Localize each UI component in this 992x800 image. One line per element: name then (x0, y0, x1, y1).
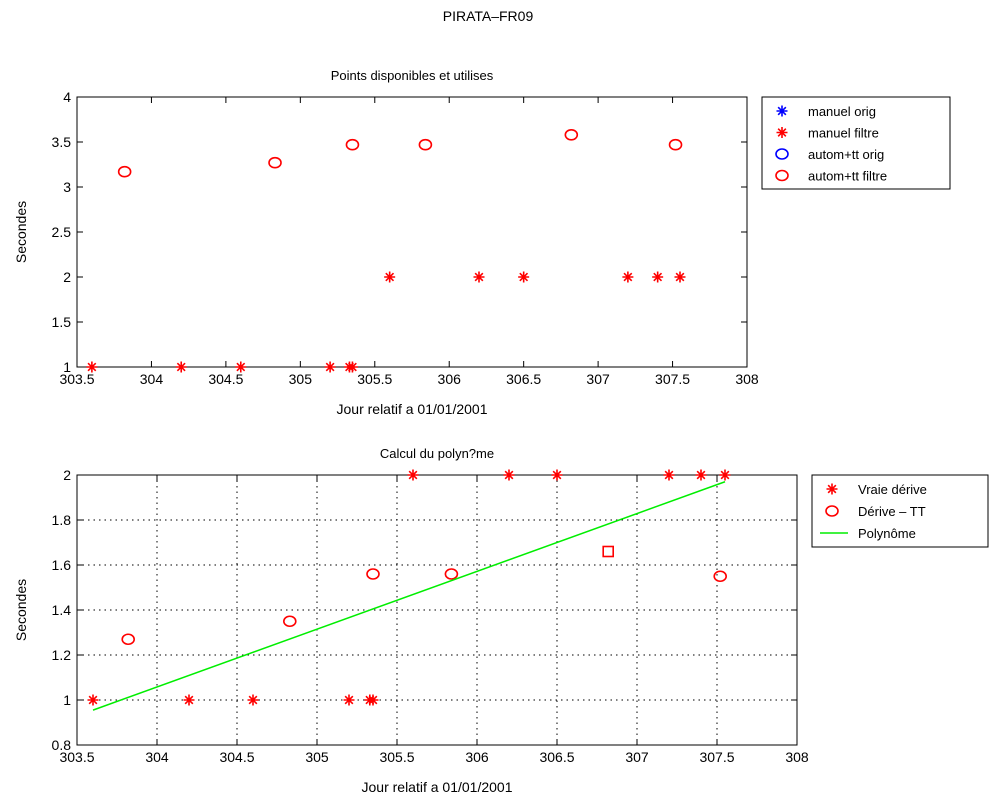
data-point-circle (418, 138, 433, 151)
legend-marker-circle (775, 148, 789, 160)
legend-label: autom+tt filtre (808, 169, 887, 184)
legend-label: manuel filtre (808, 126, 879, 141)
legend-label: autom+tt orig (808, 147, 884, 162)
x-tick-label: 307.5 (699, 749, 734, 765)
x-tick-label: 305.5 (379, 749, 414, 765)
data-point-star (87, 694, 99, 706)
data-point-circle (668, 138, 683, 151)
data-point-star (86, 361, 98, 373)
x-tick-label: 306.5 (506, 371, 541, 387)
chart-calcul-polynome: 303.5 304 304.5 305 305.5 306 306.5 307 307.5 308… (13, 446, 989, 795)
data-point-circle (713, 570, 728, 583)
y-tick-label: 3 (63, 179, 71, 195)
series-line-polynome (92, 481, 726, 711)
x-tick-label: 305 (305, 749, 329, 765)
data-point-star (518, 271, 530, 283)
data-point-star (235, 361, 247, 373)
y-tick-label: 4 (63, 89, 71, 105)
y-tick-label: 0.8 (52, 737, 72, 753)
data-point-star (674, 271, 686, 283)
y-tick-label: 2.5 (52, 224, 72, 240)
data-point-circle (564, 129, 579, 141)
y-tick-label: 1.4 (52, 602, 72, 618)
x-tick-label: 307 (625, 749, 649, 765)
legend-label: Polynôme (858, 526, 916, 541)
x-tick-label: 303.5 (59, 749, 94, 765)
x-axis-label: Jour relatif a 01/01/2001 (362, 779, 513, 795)
chart-points-disponibles: 303.5 304 304.5 305 305.5 306 306.5 307 307.5 308… (13, 68, 951, 417)
legend-box (761, 96, 951, 190)
data-point-star (367, 694, 379, 706)
data-point-circle (345, 138, 360, 151)
data-point-star (324, 361, 336, 373)
y-tick-label: 1 (63, 692, 71, 708)
y-tick-label: 1.5 (52, 314, 72, 330)
x-tick-label: 305.5 (357, 371, 392, 387)
x-axis-label: Jour relatif a 01/01/2001 (337, 401, 488, 417)
x-tick-label: 306.5 (539, 749, 574, 765)
legend-marker-circle (825, 505, 839, 517)
legend-marker-star (776, 127, 788, 138)
legend-label: manuel orig (808, 104, 876, 119)
y-tick-label: 2 (63, 467, 71, 483)
legend-marker-star (776, 105, 788, 117)
data-point-star (183, 694, 195, 706)
x-tick-label: 304.5 (208, 371, 243, 387)
y-tick-label: 1.2 (52, 647, 72, 663)
data-point-circle (282, 615, 297, 628)
y-tick-label: 1.8 (52, 512, 72, 528)
y-tick-label: 1.6 (52, 557, 72, 573)
data-point-star (663, 469, 675, 481)
x-tick-label: 306 (465, 749, 489, 765)
legend-box (811, 474, 989, 548)
data-point-star (384, 271, 396, 283)
y-axis-label: Secondes (13, 579, 29, 641)
y-tick-label: 1 (63, 359, 71, 375)
data-point-circle (268, 156, 282, 169)
data-point-circle (121, 633, 135, 646)
x-tick-label: 304.5 (219, 749, 254, 765)
x-tick-label: 308 (785, 749, 809, 765)
x-tick-label: 308 (735, 371, 759, 387)
data-point-circle (444, 568, 459, 580)
data-point-star (503, 469, 515, 481)
data-point-star (175, 361, 187, 373)
x-tick-label: 304 (140, 371, 164, 387)
x-tick-label: 306 (438, 371, 462, 387)
data-point-circle (117, 165, 132, 178)
legend-label: Dérive – TT (858, 504, 926, 519)
data-point-star (346, 361, 358, 373)
x-tick-label: 307 (586, 371, 610, 387)
data-point-star (407, 469, 419, 481)
data-point-star (622, 271, 634, 283)
figure-title: PIRATA–FR09 (443, 8, 534, 24)
legend-marker-circle (775, 169, 789, 182)
y-axis-label: Secondes (13, 201, 29, 263)
x-tick-label: 305 (289, 371, 313, 387)
chart-title: Calcul du polyn?me (380, 446, 494, 461)
x-tick-label: 303.5 (59, 371, 94, 387)
data-point-star (473, 271, 485, 283)
legend-label: Vraie dérive (858, 482, 927, 497)
y-tick-label: 2 (63, 269, 71, 285)
chart-title: Points disponibles et utilises (331, 68, 494, 83)
plot-area (76, 96, 748, 368)
legend-marker-star (826, 483, 838, 495)
data-point-circle (366, 568, 380, 580)
data-point-star (343, 694, 355, 706)
x-tick-label: 304 (145, 749, 169, 765)
data-point-star (695, 469, 707, 481)
data-point-star (652, 271, 664, 283)
data-point-star (719, 469, 731, 481)
data-point-star (551, 469, 563, 481)
data-point-square (602, 545, 615, 558)
data-point-star (247, 694, 259, 706)
x-tick-label: 307.5 (655, 371, 690, 387)
y-tick-label: 3.5 (52, 134, 72, 150)
